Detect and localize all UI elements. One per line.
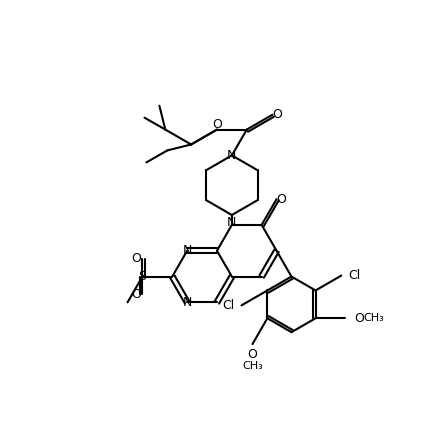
Text: CH₃: CH₃ <box>363 313 384 323</box>
Text: O: O <box>131 252 141 265</box>
Text: Cl: Cl <box>222 299 234 312</box>
Text: O: O <box>273 108 282 121</box>
Text: O: O <box>354 312 364 325</box>
Text: O: O <box>248 348 257 360</box>
Text: O: O <box>131 288 141 301</box>
Text: Cl: Cl <box>348 269 360 282</box>
Text: CH₃: CH₃ <box>242 361 263 371</box>
Text: N: N <box>182 244 192 257</box>
Text: O: O <box>212 118 222 131</box>
Text: N: N <box>227 216 237 230</box>
Text: N: N <box>182 296 192 309</box>
Text: N: N <box>227 149 237 162</box>
Text: O: O <box>277 193 286 206</box>
Text: S: S <box>139 270 147 283</box>
